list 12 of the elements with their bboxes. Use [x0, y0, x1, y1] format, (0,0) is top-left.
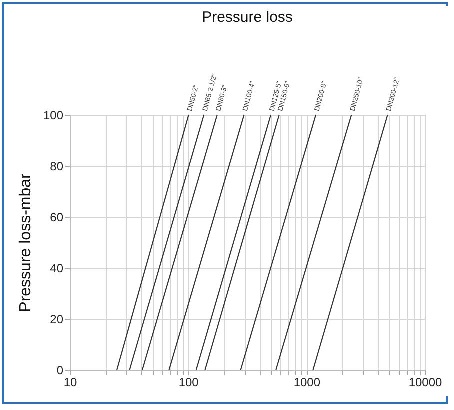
y-tick-label: 80 — [50, 160, 64, 174]
x-tick-label: 100 — [178, 376, 200, 390]
y-tick-label: 60 — [50, 210, 64, 224]
y-tick-label: 20 — [50, 312, 64, 326]
chart-title: Pressure loss — [202, 9, 293, 26]
y-tick-label: 40 — [50, 262, 64, 276]
x-tick-label: 1000 — [294, 376, 321, 390]
y-tick-label: 100 — [43, 108, 64, 122]
x-tick-label: 10000 — [408, 376, 443, 390]
x-tick-label: 10 — [64, 376, 78, 390]
y-axis-title: Pressure loss-mbar — [17, 172, 34, 312]
y-tick-label: 0 — [56, 364, 64, 378]
